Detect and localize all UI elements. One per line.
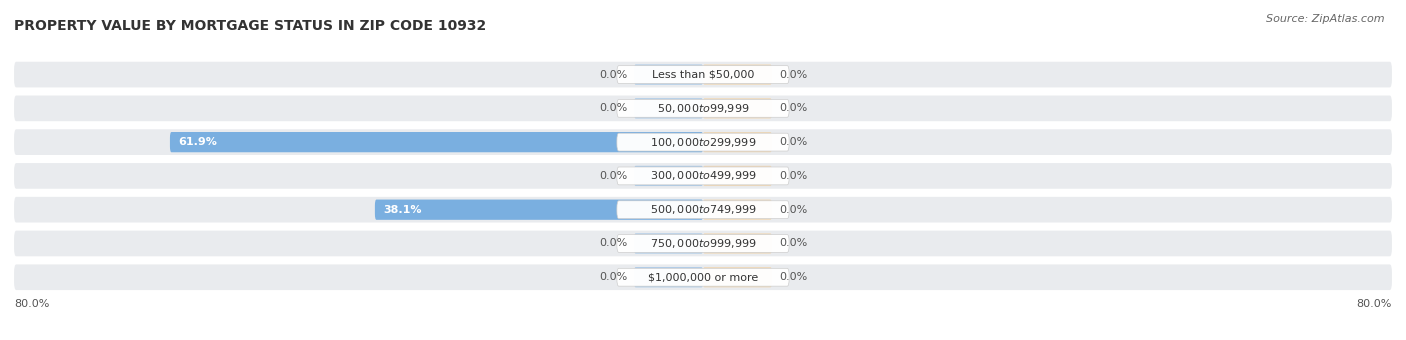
FancyBboxPatch shape: [703, 200, 772, 220]
FancyBboxPatch shape: [14, 197, 1392, 222]
Text: 0.0%: 0.0%: [599, 238, 627, 249]
Text: Source: ZipAtlas.com: Source: ZipAtlas.com: [1267, 14, 1385, 23]
Text: $300,000 to $499,999: $300,000 to $499,999: [650, 169, 756, 183]
Text: 0.0%: 0.0%: [599, 103, 627, 113]
Text: 0.0%: 0.0%: [779, 272, 807, 282]
Text: $750,000 to $999,999: $750,000 to $999,999: [650, 237, 756, 250]
Text: 80.0%: 80.0%: [1357, 299, 1392, 309]
FancyBboxPatch shape: [617, 133, 789, 151]
FancyBboxPatch shape: [634, 65, 703, 85]
Text: PROPERTY VALUE BY MORTGAGE STATUS IN ZIP CODE 10932: PROPERTY VALUE BY MORTGAGE STATUS IN ZIP…: [14, 19, 486, 33]
FancyBboxPatch shape: [14, 96, 1392, 121]
FancyBboxPatch shape: [703, 233, 772, 254]
FancyBboxPatch shape: [634, 98, 703, 118]
FancyBboxPatch shape: [634, 233, 703, 254]
Text: $1,000,000 or more: $1,000,000 or more: [648, 272, 758, 282]
Text: $50,000 to $99,999: $50,000 to $99,999: [657, 102, 749, 115]
Text: 0.0%: 0.0%: [779, 103, 807, 113]
FancyBboxPatch shape: [14, 163, 1392, 189]
FancyBboxPatch shape: [634, 166, 703, 186]
FancyBboxPatch shape: [14, 265, 1392, 290]
FancyBboxPatch shape: [375, 200, 703, 220]
Text: 0.0%: 0.0%: [779, 205, 807, 215]
FancyBboxPatch shape: [617, 235, 789, 252]
FancyBboxPatch shape: [617, 99, 789, 117]
FancyBboxPatch shape: [703, 166, 772, 186]
Text: 0.0%: 0.0%: [599, 171, 627, 181]
Text: $100,000 to $299,999: $100,000 to $299,999: [650, 136, 756, 149]
FancyBboxPatch shape: [703, 267, 772, 287]
Text: 0.0%: 0.0%: [599, 70, 627, 80]
Text: Less than $50,000: Less than $50,000: [652, 70, 754, 80]
FancyBboxPatch shape: [617, 268, 789, 286]
Text: 0.0%: 0.0%: [779, 70, 807, 80]
FancyBboxPatch shape: [634, 267, 703, 287]
Text: $500,000 to $749,999: $500,000 to $749,999: [650, 203, 756, 216]
Text: 61.9%: 61.9%: [179, 137, 218, 147]
Text: 0.0%: 0.0%: [779, 238, 807, 249]
FancyBboxPatch shape: [703, 98, 772, 118]
FancyBboxPatch shape: [703, 132, 772, 152]
FancyBboxPatch shape: [617, 167, 789, 185]
FancyBboxPatch shape: [14, 231, 1392, 256]
Text: 0.0%: 0.0%: [779, 137, 807, 147]
FancyBboxPatch shape: [703, 65, 772, 85]
Text: 0.0%: 0.0%: [779, 171, 807, 181]
Text: 38.1%: 38.1%: [384, 205, 422, 215]
FancyBboxPatch shape: [14, 62, 1392, 87]
FancyBboxPatch shape: [170, 132, 703, 152]
FancyBboxPatch shape: [14, 129, 1392, 155]
FancyBboxPatch shape: [617, 201, 789, 219]
Text: 80.0%: 80.0%: [14, 299, 49, 309]
FancyBboxPatch shape: [617, 66, 789, 84]
Text: 0.0%: 0.0%: [599, 272, 627, 282]
